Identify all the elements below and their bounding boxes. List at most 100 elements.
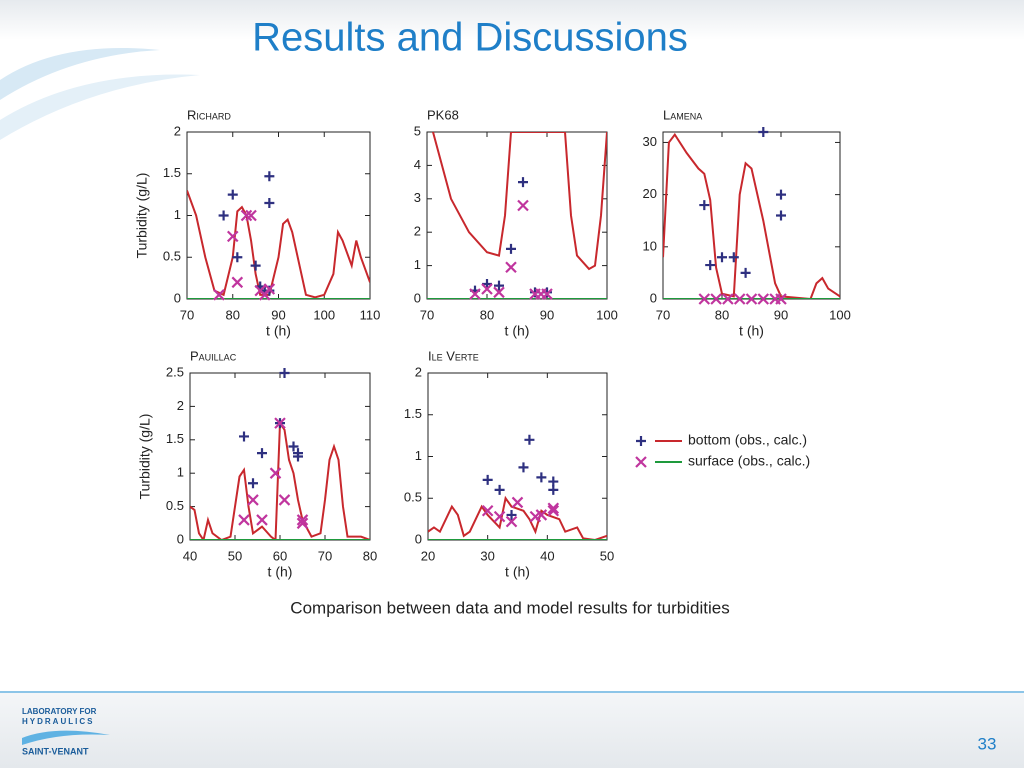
- observation: [218, 210, 229, 221]
- observation: [740, 267, 751, 278]
- observation: [293, 451, 303, 462]
- observation: [541, 288, 553, 300]
- observation: [506, 509, 517, 520]
- observation: [757, 293, 770, 305]
- chart: 40 50 60 70 80 0 0.5 1 1.5 2 2.5 Pauillac t (h) Turbi…: [137, 348, 378, 579]
- observation: [213, 289, 225, 301]
- x-tick-label: 20: [421, 548, 435, 563]
- chart: 70 80 90 100 0 10 20 30 Lamena t (h): [643, 107, 851, 338]
- y-tick-label: 2: [177, 398, 184, 413]
- x-axis-label: t (h): [739, 323, 764, 339]
- observation: [239, 431, 249, 442]
- logo-text: HYDRAULICS: [22, 717, 94, 726]
- x-tick-label: 110: [360, 307, 381, 322]
- header-band: [0, 0, 1024, 40]
- observation: [256, 514, 268, 526]
- chart-title: Richard: [187, 107, 231, 122]
- legend-label: bottom (obs., calc.): [688, 432, 807, 448]
- y-axis-label: Turbidity (g/L): [134, 173, 150, 259]
- observation: [505, 515, 518, 528]
- observation: [232, 252, 243, 263]
- observation: [776, 210, 786, 221]
- y-tick-label: 1: [174, 207, 181, 222]
- y-tick-label: 20: [643, 186, 657, 201]
- x-tick-label: 70: [180, 307, 194, 322]
- y-axis-label: Turbidity (g/L): [137, 414, 153, 500]
- y-tick-label: 4: [414, 157, 421, 172]
- x-tick-label: 90: [774, 307, 788, 322]
- chart: 70 80 90 100 110 0 0.5 1 1.5 2 Richard t (h) Turbidi…: [134, 107, 381, 338]
- observation: [269, 467, 282, 479]
- observation: [517, 199, 529, 212]
- legend-label: surface (obs., calc.): [688, 453, 810, 469]
- observation: [524, 434, 535, 445]
- x-tick-label: 100: [829, 307, 851, 322]
- observation: [278, 494, 291, 506]
- swoosh: [0, 74, 200, 140]
- observation: [775, 293, 787, 305]
- observation: [481, 504, 494, 517]
- y-tick-label: 3: [414, 190, 421, 205]
- x-axis-label: t (h): [505, 564, 530, 580]
- chart-title: Lamena: [663, 107, 702, 122]
- model-line: [663, 132, 840, 299]
- logo-text: SAINT-VENANT: [22, 746, 89, 756]
- y-tick-label: 5: [414, 123, 421, 138]
- chart: 70 80 90 100 0 1 2 3 4 5 PK68 t (h): [414, 107, 618, 338]
- x-tick-label: 30: [480, 548, 494, 563]
- x-tick-label: 40: [183, 548, 197, 563]
- plot-frame: [186, 131, 371, 300]
- observation: [710, 293, 722, 305]
- x-tick-label: 90: [540, 307, 554, 322]
- observation: [248, 478, 258, 489]
- observation: [506, 243, 516, 254]
- x-tick-label: 40: [540, 548, 554, 563]
- chart: 20 30 40 50 0 0.5 1 1.5 2 Ile Verte t (h): [404, 348, 614, 579]
- footer-band: [0, 692, 1024, 768]
- observation: [481, 283, 493, 295]
- observation: [227, 189, 238, 200]
- plot-frame: [427, 372, 608, 541]
- model-line: [187, 190, 370, 299]
- y-tick-label: 2: [174, 123, 181, 138]
- observation: [250, 260, 261, 271]
- y-tick-label: 1: [414, 257, 421, 272]
- y-tick-label: 2: [414, 224, 421, 239]
- observation: [279, 368, 290, 378]
- observation: [231, 276, 244, 289]
- y-tick-label: 2.5: [166, 364, 184, 379]
- y-tick-label: 10: [643, 238, 657, 253]
- observation: [722, 293, 734, 305]
- observation: [274, 417, 286, 429]
- x-tick-label: 50: [600, 548, 614, 563]
- y-tick-label: 0.5: [404, 490, 422, 505]
- observation: [494, 484, 505, 495]
- observation: [776, 189, 786, 200]
- x-axis-label: t (h): [268, 564, 293, 580]
- observation: [518, 462, 529, 473]
- legend-marker: [635, 456, 647, 468]
- x-axis-label: t (h): [505, 323, 530, 339]
- x-tick-label: 100: [596, 307, 618, 322]
- observation: [717, 252, 727, 263]
- page-number: 33: [978, 734, 997, 753]
- observation: [548, 484, 559, 495]
- observation: [296, 517, 309, 530]
- observation: [699, 200, 710, 211]
- observation: [728, 252, 739, 263]
- observation: [535, 509, 548, 521]
- y-tick-label: 0: [414, 290, 421, 305]
- x-tick-label: 50: [228, 548, 242, 563]
- observation: [240, 209, 253, 222]
- y-tick-label: 0.5: [163, 249, 181, 264]
- model-line: [432, 132, 607, 271]
- chart-title: PK68: [427, 107, 459, 122]
- x-tick-label: 70: [318, 548, 332, 563]
- observation: [518, 177, 528, 188]
- x-tick-label: 70: [656, 307, 670, 322]
- observation: [536, 472, 547, 483]
- x-tick-label: 80: [226, 307, 240, 322]
- observation: [288, 441, 299, 452]
- logo-wave: [22, 730, 110, 745]
